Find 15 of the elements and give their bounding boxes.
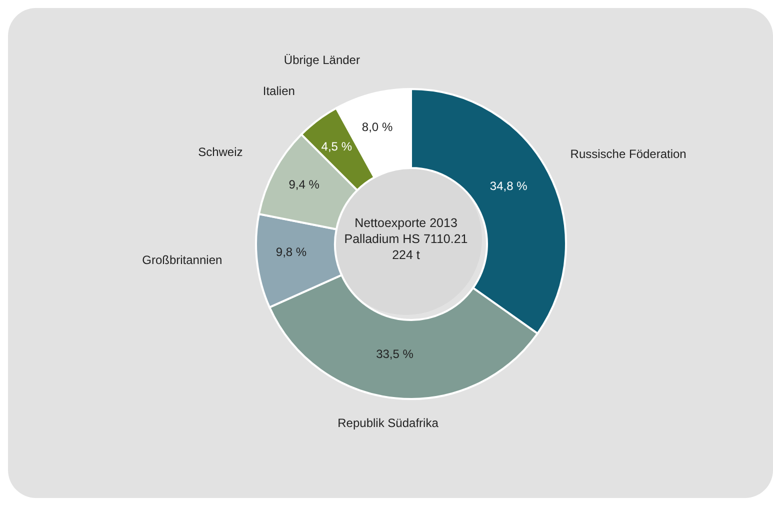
- slice-label: Russische Föderation: [570, 146, 686, 161]
- slice-label: Großbritannien: [142, 252, 222, 267]
- slice-label: Übrige Länder: [284, 52, 360, 67]
- text: Palladium HS 7110.21: [344, 232, 468, 246]
- text: 224 t: [392, 248, 420, 262]
- data-label: 33,5 %: [376, 346, 414, 361]
- slice-label: Italien: [262, 84, 295, 98]
- data-label: 34,8 %: [490, 178, 528, 193]
- data-label: 4,5 %: [321, 140, 352, 154]
- slice-label: Republik Südafrika: [338, 416, 439, 430]
- text: Nettoexporte 2013: [354, 216, 458, 230]
- data-label: 9,8 %: [276, 245, 307, 260]
- data-label: 9,4 %: [288, 178, 320, 192]
- data-label: 8,0 %: [362, 120, 393, 134]
- slice-label: Schweiz: [198, 144, 243, 159]
